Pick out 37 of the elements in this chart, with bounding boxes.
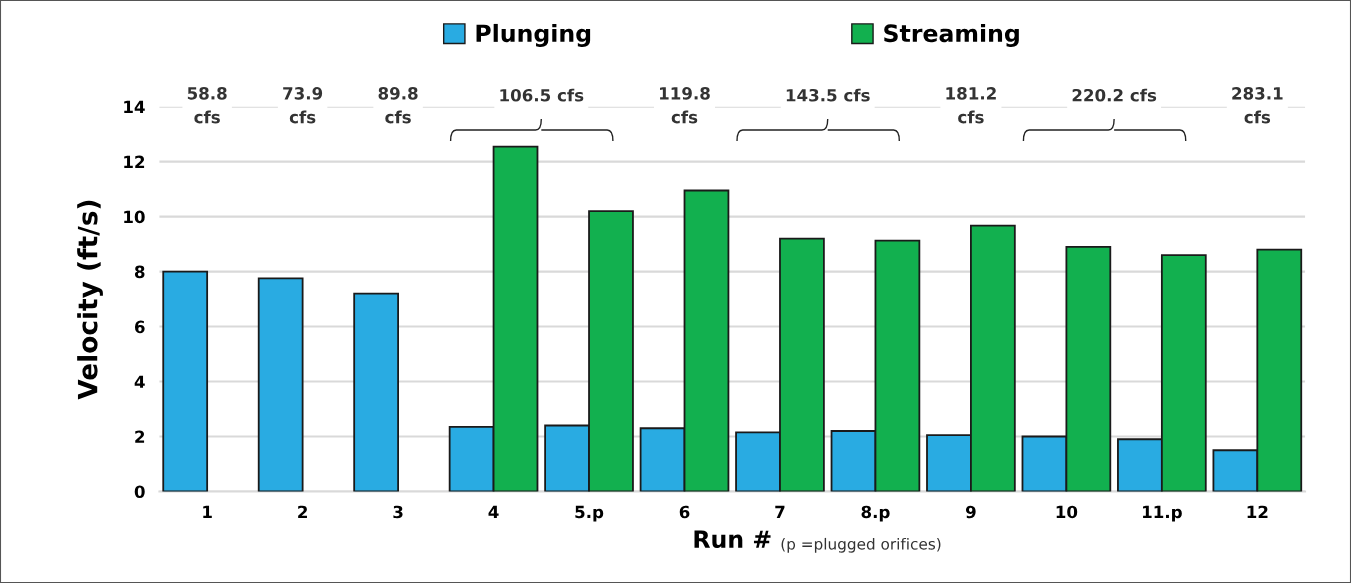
x-tick-label: 8.p: [861, 505, 890, 522]
bar: [257, 277, 304, 492]
annotation: 119.8 cfs: [660, 87, 710, 124]
x-tick-label: 5.p: [575, 505, 604, 522]
text: 143.5 cfs: [786, 88, 870, 102]
legend-label: Streaming: [884, 23, 1019, 47]
text: 106.5 cfs: [500, 88, 584, 102]
y-axis-title: Velocity (ft/s): [77, 200, 103, 400]
text: 220.2 cfs: [1072, 88, 1157, 102]
bar: [162, 270, 209, 492]
annotation: 283.1 cfs: [1232, 87, 1283, 124]
annotation: 73.9 cfs: [283, 87, 323, 124]
x-tick-label: 6: [679, 505, 690, 519]
bar: [353, 292, 399, 492]
annotation: 58.8 cfs: [187, 87, 227, 124]
x-tick-label: 12: [1247, 505, 1268, 519]
y-tick-label: 0: [134, 485, 145, 499]
y-tick-label: 6: [134, 320, 145, 334]
x-tick-label: 11.p: [1143, 505, 1182, 522]
y-tick-label: 12: [124, 155, 145, 168]
x-tick-label: 3: [393, 505, 403, 519]
y-tick-label: 14: [124, 100, 145, 114]
y-tick-label: 8: [134, 265, 145, 279]
legend-label: Plunging: [476, 23, 591, 47]
y-tick-label: 10: [124, 210, 145, 224]
text: (p =plugged orifices): [781, 537, 941, 553]
x-tick-label: 2: [298, 505, 307, 519]
y-tick-label: 4: [134, 375, 145, 388]
x-tick-label: 7: [775, 505, 785, 519]
x-axis-title: Run #: [694, 530, 771, 549]
annotation: 89.8 cfs: [378, 87, 418, 124]
annotation: 181.2 cfs: [946, 87, 996, 124]
y-tick-label: 2: [135, 430, 145, 443]
x-tick-label: 1: [203, 505, 212, 519]
x-tick-label: 4: [488, 505, 499, 519]
x-tick-label: 10: [1056, 505, 1078, 519]
x-tick-label: 9: [965, 505, 976, 519]
